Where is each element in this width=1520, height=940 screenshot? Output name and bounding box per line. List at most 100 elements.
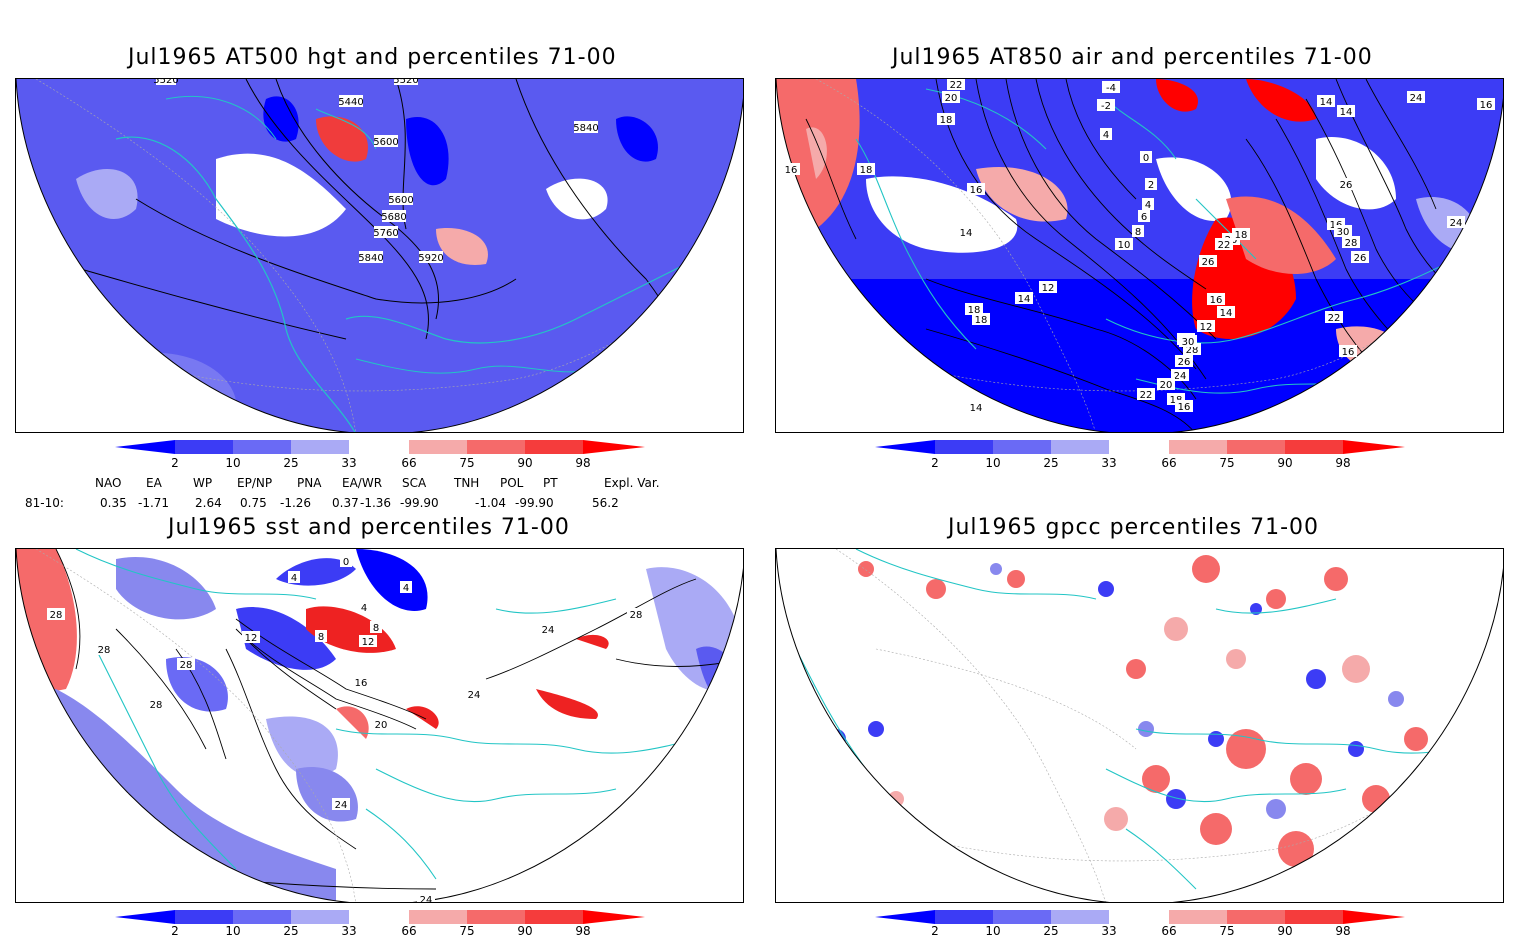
colorbar-label: 2: [171, 456, 179, 470]
teleconnection-indices: NAO EA WP EP/NP PNA EA/WR SCA TNH POL PT…: [0, 470, 760, 510]
contour-label: 16: [1175, 400, 1193, 413]
contour-label: 16: [782, 163, 800, 176]
air850-contour-labels: 222018-2-4416181616180246810141214141612…: [782, 79, 1495, 414]
svg-text:24: 24: [1450, 218, 1463, 229]
contour-label: 24: [539, 623, 557, 636]
index-header: EA/WR: [342, 476, 383, 490]
contour-label: 5840: [573, 123, 598, 134]
colorbar-sst: 2 10 25 33 66 75 90 98: [115, 910, 645, 940]
colorbar-label: 98: [575, 456, 591, 470]
contour-label: 26: [1199, 255, 1217, 268]
index-value: -99.90: [400, 496, 439, 510]
contour-label: 14: [967, 401, 985, 414]
svg-text:24: 24: [1410, 93, 1423, 104]
index-row-label: 81-10:: [25, 496, 64, 510]
svg-text:16: 16: [1178, 402, 1191, 413]
colorbar-label: 66: [401, 456, 417, 470]
contour-label: 16: [1477, 98, 1495, 111]
panel-title-gpcc: Jul1965 gpcc percentiles 71-00: [948, 515, 1320, 540]
contour-label: 26: [1175, 355, 1193, 368]
svg-text:4: 4: [361, 603, 367, 614]
colorbar-air850: 2 10 25 33 66 75 90 98: [875, 440, 1405, 470]
colorbar-gpcc: 2 10 25 33 66 75 90 98: [875, 910, 1405, 940]
hgt500-contour-labels: 5520 5600 5440 5520 5840 5600 5680 5760 …: [153, 79, 599, 264]
contour-label: 5680: [381, 212, 406, 223]
contour-label: -2: [1097, 99, 1115, 112]
contour-label: 20: [372, 718, 390, 731]
svg-text:20: 20: [375, 720, 388, 731]
contour-label: 14: [1317, 95, 1335, 108]
colorbar-label: 33: [341, 456, 357, 470]
index-header: PT: [543, 476, 558, 490]
contour-label: 8: [315, 630, 327, 643]
svg-text:26: 26: [1354, 253, 1367, 264]
contour-label: 8: [1132, 225, 1144, 238]
svg-text:-2: -2: [1101, 101, 1111, 112]
svg-text:0: 0: [1143, 153, 1149, 164]
colorbar-label: 25: [1043, 924, 1059, 938]
contour-label: 4: [400, 581, 412, 594]
colorbar-label: 10: [985, 456, 1001, 470]
map-gpcc: [775, 548, 1504, 903]
contour-label: 12: [242, 631, 260, 644]
svg-text:16: 16: [1480, 100, 1493, 111]
index-header: NAO: [95, 476, 122, 490]
contour-label: 24: [465, 688, 483, 701]
contour-label: 22: [947, 79, 965, 91]
contour-label: 24: [1407, 91, 1425, 104]
index-header: TNH: [454, 476, 480, 490]
contour-label: 0: [340, 555, 352, 568]
svg-text:18: 18: [968, 305, 981, 316]
index-value: 2.64: [195, 496, 222, 510]
svg-text:26: 26: [1340, 180, 1353, 191]
svg-text:26: 26: [1178, 357, 1191, 368]
contour-label: 18: [857, 163, 875, 176]
contour-label: 4: [288, 571, 300, 584]
svg-text:8: 8: [1135, 227, 1141, 238]
svg-text:16: 16: [1210, 295, 1223, 306]
svg-text:14: 14: [960, 228, 973, 239]
index-value: -1.36: [360, 496, 392, 510]
contour-label: 18: [937, 113, 955, 126]
svg-text:2: 2: [1148, 180, 1154, 191]
contour-label: 26: [1351, 251, 1369, 264]
contour-label: 8: [370, 621, 382, 634]
panel-title-air850: Jul1965 AT850 air and percentiles 71-00: [892, 45, 1373, 70]
svg-text:22: 22: [1140, 390, 1153, 401]
colorbar-label: 98: [1335, 456, 1351, 470]
colorbar-hgt500: 2 10 25 33 66 75 90 98: [115, 440, 645, 470]
colorbar-label: 2: [171, 924, 179, 938]
index-value: 56.2: [592, 496, 619, 510]
contour-label: 5520: [393, 79, 418, 86]
index-header: EP/NP: [237, 476, 273, 490]
colorbar-label: 33: [341, 924, 357, 938]
svg-text:14: 14: [1220, 308, 1233, 319]
colorbar-swatches: [875, 910, 1405, 924]
svg-text:24: 24: [420, 895, 433, 903]
colorbar-label: 10: [985, 924, 1001, 938]
colorbar-label: 10: [225, 456, 241, 470]
contour-label: 5840: [358, 253, 383, 264]
svg-text:12: 12: [362, 637, 375, 648]
svg-text:28: 28: [180, 660, 193, 671]
svg-text:14: 14: [1340, 107, 1353, 118]
svg-text:28: 28: [150, 700, 163, 711]
contour-label: 28: [1342, 236, 1360, 249]
svg-text:28: 28: [50, 610, 63, 621]
svg-text:16: 16: [1342, 347, 1355, 358]
svg-text:18: 18: [860, 165, 873, 176]
contour-label: 14: [1217, 306, 1235, 319]
colorbar-swatches: [115, 440, 645, 454]
svg-text:4: 4: [403, 583, 409, 594]
index-value: -99.90: [515, 496, 554, 510]
colorbar-label: 90: [517, 456, 533, 470]
colorbar-label: 10: [225, 924, 241, 938]
svg-text:0: 0: [343, 557, 349, 568]
svg-text:12: 12: [1042, 283, 1055, 294]
index-value: 0.35: [100, 496, 127, 510]
contour-label: 10: [1115, 238, 1133, 251]
svg-text:18: 18: [975, 315, 988, 326]
colorbar-label: 66: [1161, 456, 1177, 470]
svg-text:14: 14: [970, 403, 983, 414]
contour-label: 24: [1171, 369, 1189, 382]
